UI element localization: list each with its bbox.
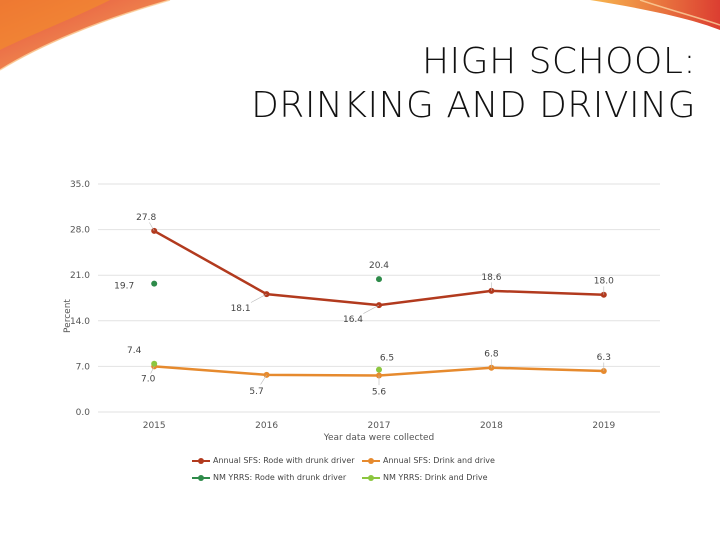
corner-decoration	[0, 0, 720, 71]
data-point	[151, 360, 158, 367]
slide-title-line-2: DRINKING AND DRIVING	[251, 85, 696, 126]
legend-label-sfs-rode: Annual SFS: Rode with drunk driver	[213, 456, 355, 465]
data-label: 7.0	[141, 374, 156, 384]
data-label: 6.3	[597, 353, 611, 363]
leader-line	[260, 374, 267, 385]
data-point	[151, 227, 158, 234]
leader-line	[149, 222, 155, 232]
y-tick-label: 14.0	[70, 317, 90, 327]
data-point	[376, 366, 382, 373]
data-label: 5.6	[372, 388, 387, 398]
data-label: 27.8	[136, 213, 156, 223]
legend-swatch-yrrs-drink	[362, 474, 380, 481]
legend-label-sfs-drink: Annual SFS: Drink and drive	[383, 456, 495, 465]
x-axis-label: Year data were collected	[323, 433, 435, 443]
data-label: 5.7	[249, 387, 263, 397]
x-axis-ticks: 2015 2016 2017 2018 2019	[143, 421, 616, 431]
chart-legend: Annual SFS: Rode with drunk driver Annua…	[192, 456, 552, 490]
legend-label-yrrs-rode: NM YRRS: Rode with drunk driver	[213, 473, 347, 482]
legend-swatch-sfs-rode	[192, 457, 210, 464]
data-label: 19.7	[114, 282, 134, 292]
y-tick-label: 0.0	[76, 408, 91, 418]
slide-title: HIGH SCHOOL: DRINKING AND DRIVING	[176, 40, 696, 128]
data-point	[151, 280, 158, 287]
y-tick-label: 7.0	[76, 362, 91, 372]
leader-line	[363, 304, 380, 314]
data-point	[376, 276, 382, 283]
y-axis-label: Percent	[63, 299, 73, 333]
data-label: 18.1	[231, 304, 251, 314]
y-tick-label: 21.0	[70, 271, 90, 281]
data-labels: 27.8 18.1 16.4 18.6 18.0 7.0 5.7 5.6 6.8 6.3 19.7 2…	[114, 213, 614, 398]
legend-item-sfs-rode: Annual SFS: Rode with drunk driver	[192, 456, 362, 465]
gridlines	[98, 183, 660, 413]
data-label: 16.4	[343, 315, 363, 325]
legend-swatch-yrrs-rode	[192, 474, 210, 481]
data-label: 18.0	[594, 277, 614, 287]
legend-item-yrrs-rode: NM YRRS: Rode with drunk driver	[192, 473, 362, 482]
x-tick-label: 2018	[480, 421, 503, 431]
leader-line	[250, 293, 267, 303]
data-point	[600, 367, 607, 374]
data-label: 18.6	[481, 273, 501, 283]
data-label: 20.4	[369, 261, 389, 271]
line-chart: 0.07.014.021.028.035.0 2015 2016 2017 2018 2…	[63, 180, 660, 443]
legend-label-yrrs-drink: NM YRRS: Drink and Drive	[383, 473, 488, 482]
data-label: 6.8	[484, 350, 499, 360]
y-tick-label: 28.0	[70, 226, 90, 236]
x-tick-label: 2017	[368, 421, 391, 431]
slide-title-line-1: HIGH SCHOOL:	[421, 41, 696, 82]
y-tick-label: 35.0	[70, 180, 90, 190]
x-tick-label: 2019	[592, 421, 615, 431]
legend-swatch-sfs-drink	[362, 457, 380, 464]
leader-line	[150, 366, 155, 374]
x-tick-label: 2015	[143, 421, 166, 431]
y-axis-ticks: 0.0 7.0 14.0 21.0 28.0 35.0	[70, 180, 90, 418]
legend-item-sfs-drink: Annual SFS: Drink and drive	[362, 456, 532, 465]
x-tick-label: 2016	[255, 421, 278, 431]
data-label: 6.5	[380, 354, 394, 364]
legend-item-yrrs-drink: NM YRRS: Drink and Drive	[362, 473, 532, 482]
data-label: 7.4	[127, 346, 142, 356]
